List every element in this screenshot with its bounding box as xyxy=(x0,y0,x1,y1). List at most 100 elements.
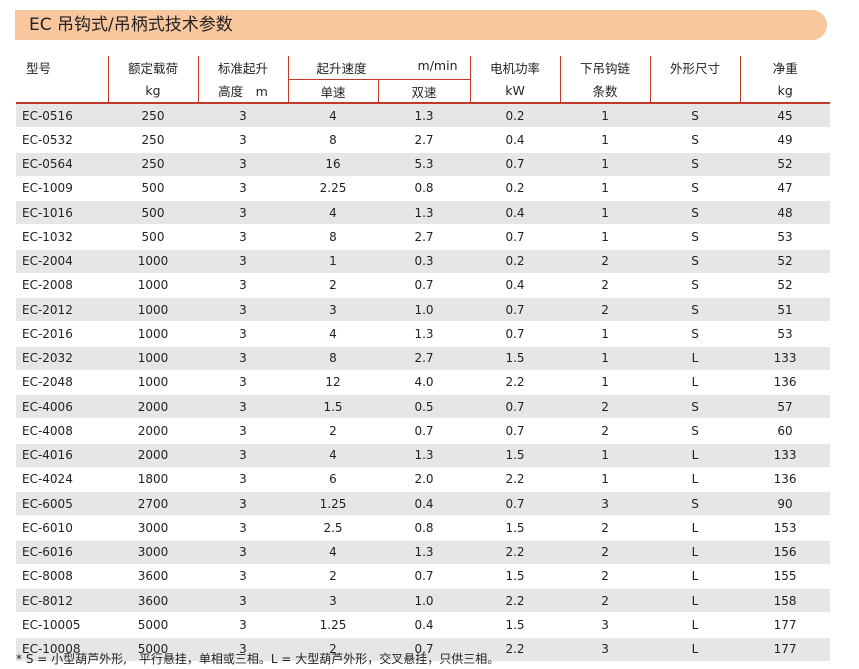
spec-table: 型号 额定载荷 标准起升 起升速度 m/min 电机功率 下吊钩链 外形尺寸 净… xyxy=(16,56,831,662)
table-row: EC-2008 1000 3 2 0.7 0.4 2 S 52 xyxy=(16,273,831,299)
cell-model: EC-6005 xyxy=(16,491,108,517)
cell-motor-power: 2.2 xyxy=(470,370,561,396)
cell-motor-power: 0.4 xyxy=(470,273,561,299)
cell-chain-falls: 3 xyxy=(560,491,651,517)
table-row: EC-6005 2700 3 1.25 0.4 0.7 3 S 90 xyxy=(16,491,831,517)
cell-rated-load: 2000 xyxy=(108,394,198,420)
table-row: EC-2004 1000 3 1 0.3 0.2 2 S 52 xyxy=(16,249,831,274)
cell-motor-power: 0.4 xyxy=(470,200,561,226)
cell-single-speed: 2 xyxy=(288,564,378,590)
cell-model: EC-6016 xyxy=(16,540,108,565)
cell-single-speed: 8 xyxy=(288,127,378,153)
cell-dimension: L xyxy=(650,467,741,493)
cell-dimension: S xyxy=(650,200,741,226)
cell-chain-falls: 2 xyxy=(560,273,651,299)
header-row-1: 型号 额定载荷 标准起升 起升速度 m/min 电机功率 下吊钩链 外形尺寸 净… xyxy=(16,56,831,80)
cell-dual-speed: 2.0 xyxy=(378,467,471,493)
cell-net-weight: 52 xyxy=(740,273,831,299)
cell-model: EC-6010 xyxy=(16,515,108,541)
cell-chain-falls: 1 xyxy=(560,467,651,493)
cell-dimension: L xyxy=(650,443,741,468)
col-subheader-rated-load-unit: kg xyxy=(107,79,198,104)
cell-lift-height: 3 xyxy=(198,443,288,468)
cell-rated-load: 1000 xyxy=(108,370,198,396)
cell-net-weight: 136 xyxy=(740,467,831,493)
cell-single-speed: 4 xyxy=(288,443,378,468)
col-subheader-net-weight-unit: kg xyxy=(739,79,831,104)
col-header-lift-height: 标准起升 xyxy=(197,56,288,80)
cell-motor-power: 2.2 xyxy=(470,637,561,662)
col-subheader-chain-falls: 条数 xyxy=(559,79,651,104)
cell-dimension: S xyxy=(650,152,741,177)
cell-net-weight: 45 xyxy=(740,103,831,129)
cell-chain-falls: 2 xyxy=(560,297,651,323)
cell-motor-power: 1.5 xyxy=(470,515,561,541)
cell-dual-speed: 1.3 xyxy=(378,321,471,347)
cell-rated-load: 500 xyxy=(108,224,198,250)
cell-rated-load: 250 xyxy=(108,152,198,177)
cell-motor-power: 0.2 xyxy=(470,103,561,129)
cell-rated-load: 1000 xyxy=(108,321,198,347)
cell-lift-height: 3 xyxy=(198,200,288,226)
cell-dual-speed: 5.3 xyxy=(378,152,471,177)
col-header-dimension: 外形尺寸 xyxy=(649,56,741,80)
cell-net-weight: 158 xyxy=(740,588,831,614)
cell-motor-power: 1.5 xyxy=(470,612,561,638)
cell-model: EC-0516 xyxy=(16,103,108,129)
cell-chain-falls: 2 xyxy=(560,564,651,590)
cell-dual-speed: 1.3 xyxy=(378,200,471,226)
cell-motor-power: 0.7 xyxy=(470,224,561,250)
col-header-rated-load: 额定载荷 xyxy=(107,56,198,80)
col-subheader-dimension xyxy=(649,79,741,104)
header-row-2: kg 高度 m 单速 双速 kW 条数 kg xyxy=(16,79,831,104)
cell-motor-power: 0.7 xyxy=(470,152,561,177)
col-header-motor-power: 电机功率 xyxy=(469,56,561,80)
cell-lift-height: 3 xyxy=(198,612,288,638)
cell-dual-speed: 1.0 xyxy=(378,297,471,323)
cell-dual-speed: 2.7 xyxy=(378,346,471,371)
cell-chain-falls: 1 xyxy=(560,200,651,226)
table-row: EC-4008 2000 3 2 0.7 0.7 2 S 60 xyxy=(16,418,831,444)
cell-net-weight: 155 xyxy=(740,564,831,590)
cell-chain-falls: 3 xyxy=(560,637,651,662)
table-row: EC-2032 1000 3 8 2.7 1.5 1 L 133 xyxy=(16,346,831,371)
cell-single-speed: 8 xyxy=(288,346,378,371)
cell-dimension: S xyxy=(650,297,741,323)
cell-dimension: S xyxy=(650,176,741,202)
cell-rated-load: 3000 xyxy=(108,515,198,541)
table-row: EC-4006 2000 3 1.5 0.5 0.7 2 S 57 xyxy=(16,394,831,420)
cell-single-speed: 3 xyxy=(288,297,378,323)
cell-single-speed: 3 xyxy=(288,588,378,614)
cell-motor-power: 1.5 xyxy=(470,564,561,590)
cell-net-weight: 60 xyxy=(740,418,831,444)
footnote: * S = 小型葫芦外形, 平行悬挂，单相或三相。L = 大型葫芦外形，交叉悬挂… xyxy=(16,652,500,666)
cell-model: EC-2008 xyxy=(16,273,108,299)
table-row: EC-8008 3600 3 2 0.7 1.5 2 L 155 xyxy=(16,564,831,590)
cell-model: EC-1016 xyxy=(16,200,108,226)
col-header-net-weight: 净重 xyxy=(739,56,831,80)
cell-dual-speed: 0.8 xyxy=(378,176,471,202)
cell-lift-height: 3 xyxy=(198,224,288,250)
cell-single-speed: 2 xyxy=(288,418,378,444)
cell-model: EC-8008 xyxy=(16,564,108,590)
cell-rated-load: 3600 xyxy=(108,588,198,614)
cell-chain-falls: 1 xyxy=(560,103,651,129)
cell-chain-falls: 1 xyxy=(560,127,651,153)
col-subheader-model xyxy=(16,79,108,104)
cell-rated-load: 5000 xyxy=(108,637,198,662)
cell-motor-power: 1.5 xyxy=(470,443,561,468)
cell-single-speed: 1.5 xyxy=(288,394,378,420)
cell-lift-height: 3 xyxy=(198,637,288,662)
cell-model: EC-2004 xyxy=(16,249,108,274)
cell-model: EC-4006 xyxy=(16,394,108,420)
cell-rated-load: 1000 xyxy=(108,346,198,371)
cell-model: EC-2048 xyxy=(16,370,108,396)
cell-dimension: S xyxy=(650,491,741,517)
cell-chain-falls: 1 xyxy=(560,176,651,202)
cell-lift-height: 3 xyxy=(198,249,288,274)
cell-motor-power: 2.2 xyxy=(470,540,561,565)
cell-lift-height: 3 xyxy=(198,346,288,371)
cell-dimension: L xyxy=(650,540,741,565)
cell-motor-power: 0.2 xyxy=(470,249,561,274)
cell-chain-falls: 1 xyxy=(560,321,651,347)
